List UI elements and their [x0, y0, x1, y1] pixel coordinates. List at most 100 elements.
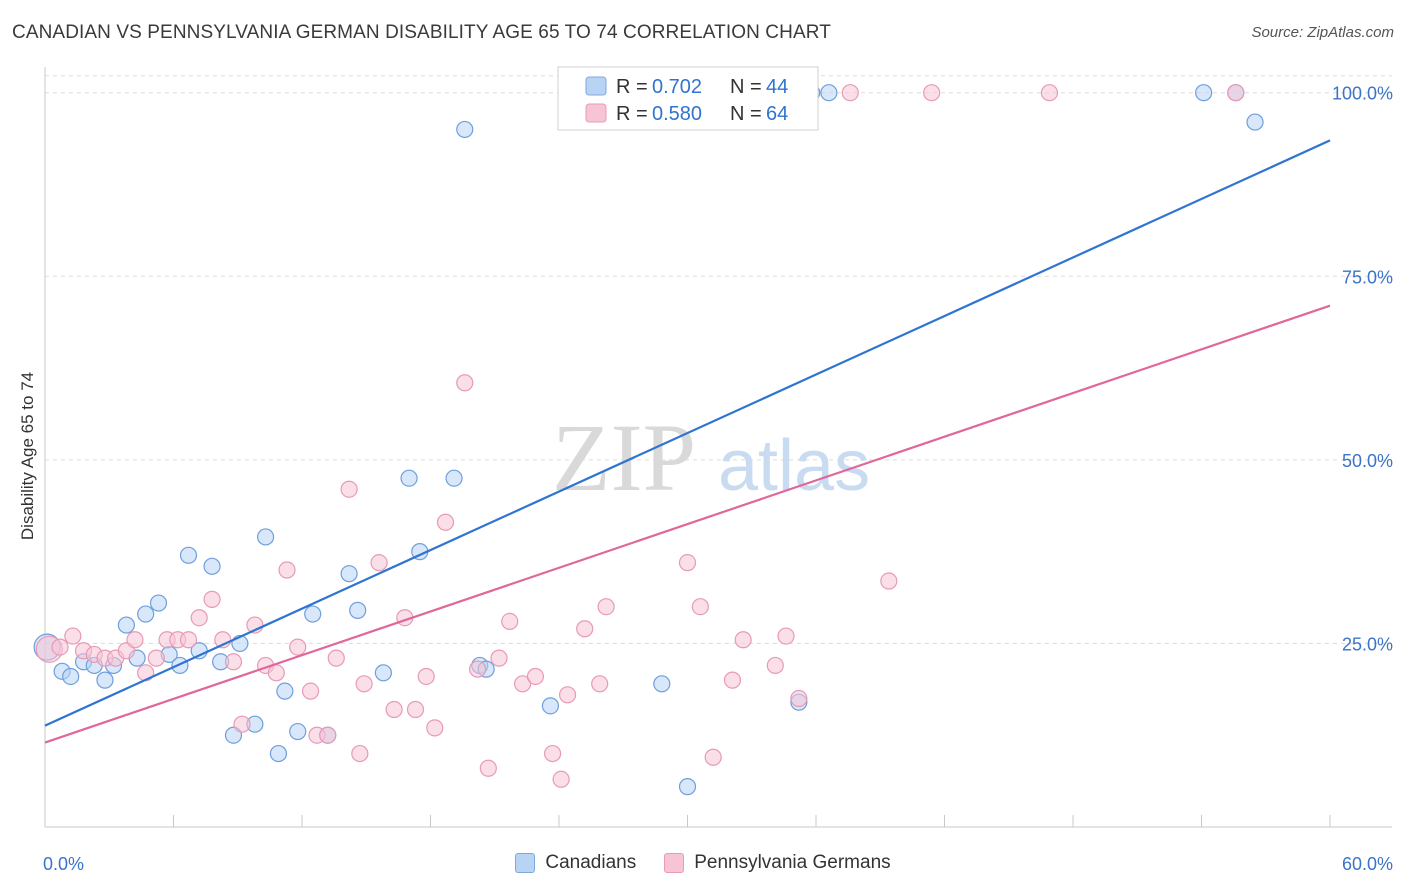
point-pennsylvania-germans — [301, 682, 320, 700]
point-canadians — [203, 557, 221, 575]
point-pennsylvania-germans — [723, 671, 742, 689]
x-tick-label-max: 60.0% — [1342, 854, 1393, 874]
point-pennsylvania-germans — [126, 631, 144, 649]
point-canadians — [149, 594, 168, 612]
point-pennsylvania-germans — [190, 609, 208, 627]
point-pennsylvania-germans — [351, 744, 369, 763]
point-pennsylvania-germans — [51, 638, 69, 656]
point-pennsylvania-germans — [513, 675, 532, 693]
bottom-legend-swatch-pennsylvania-germans — [664, 853, 685, 873]
point-pennsylvania-germans — [233, 715, 251, 733]
point-pennsylvania-germans — [526, 667, 545, 686]
point-canadians — [117, 616, 135, 634]
point-canadians — [269, 744, 288, 763]
point-pennsylvania-germans — [479, 759, 497, 777]
y-tick-label: 25.0% — [1342, 634, 1393, 654]
legend-r-label-pennsylvania-germans: R = — [616, 103, 648, 125]
point-pennsylvania-germans — [923, 84, 941, 102]
point-canadians — [400, 469, 418, 487]
legend-r-value-pennsylvania-germans: 0.580 — [652, 103, 702, 125]
point-canadians — [340, 565, 358, 583]
point-pennsylvania-germans — [734, 631, 752, 649]
legend-r-label-canadians: R = — [616, 76, 648, 98]
point-pennsylvania-germans — [469, 660, 487, 678]
point-pennsylvania-germans — [490, 649, 508, 667]
point-canadians — [179, 546, 198, 564]
point-pennsylvania-germans — [558, 686, 577, 704]
point-pennsylvania-germans — [691, 598, 709, 616]
point-pennsylvania-germans — [179, 631, 198, 649]
chart-title: CANADIAN VS PENNSYLVANIA GERMAN DISABILI… — [12, 22, 831, 43]
point-canadians — [96, 671, 114, 689]
point-pennsylvania-germans — [370, 554, 388, 572]
bottom-legend-swatch-canadians — [515, 853, 536, 873]
point-canadians — [62, 667, 80, 686]
legend-n-value-canadians: 44 — [766, 76, 788, 98]
point-pennsylvania-germans — [678, 554, 697, 572]
point-pennsylvania-germans — [704, 748, 722, 766]
x-tick-label-min: 0.0% — [43, 854, 84, 874]
point-pennsylvania-germans — [406, 700, 425, 719]
trend-line-pennsylvania-germans — [44, 304, 1331, 744]
point-canadians — [653, 675, 671, 693]
point-canadians — [456, 120, 474, 139]
trend-layer — [44, 139, 1331, 744]
point-canadians — [256, 528, 275, 546]
point-pennsylvania-germans — [543, 744, 562, 763]
point-pennsylvania-germans — [426, 719, 444, 737]
point-canadians — [1246, 113, 1264, 131]
point-pennsylvania-germans — [267, 664, 285, 682]
point-canadians — [820, 84, 838, 102]
point-pennsylvania-germans — [224, 653, 243, 671]
legend-n-value-pennsylvania-germans: 64 — [766, 103, 788, 125]
y-tick-label: 50.0% — [1342, 451, 1393, 471]
grid-layer — [45, 75, 1392, 644]
point-pennsylvania-germans — [456, 374, 474, 392]
watermark-zip: ZIP — [552, 404, 696, 511]
point-pennsylvania-germans — [203, 590, 221, 608]
point-pennsylvania-germans — [385, 700, 403, 719]
legend-swatch-pennsylvania-germans — [585, 103, 607, 123]
point-canadians — [445, 469, 463, 487]
point-pennsylvania-germans — [501, 612, 519, 630]
point-canadians — [276, 682, 294, 700]
point-canadians — [304, 605, 322, 623]
watermark: ZIP atlas — [552, 404, 870, 511]
point-pennsylvania-germans — [340, 480, 358, 498]
point-canadians — [374, 664, 392, 682]
point-canadians — [171, 656, 189, 675]
point-pennsylvania-germans — [327, 649, 345, 667]
point-pennsylvania-germans — [790, 689, 808, 708]
point-pennsylvania-germans — [64, 627, 82, 645]
bottom-legend-label-pennsylvania-germans: Pennsylvania Germans — [694, 852, 891, 873]
y-tick-label: 100.0% — [1332, 84, 1393, 104]
point-canadians — [289, 722, 307, 741]
legend-r-value-canadians: 0.702 — [652, 76, 702, 98]
legend-box: R = 0.702 N = 44 R = 0.580 N = 64 — [557, 66, 819, 131]
point-pennsylvania-germans — [1040, 84, 1059, 102]
legend-n-label-canadians: N = — [730, 76, 762, 98]
trend-line-canadians — [44, 139, 1331, 727]
point-pennsylvania-germans — [319, 726, 337, 744]
point-pennsylvania-germans — [576, 620, 594, 638]
point-canadians — [349, 601, 367, 619]
point-pennsylvania-germans — [841, 84, 859, 102]
point-pennsylvania-germans — [417, 667, 435, 686]
point-pennsylvania-germans — [591, 675, 609, 693]
point-canadians — [541, 697, 560, 715]
y-tick-label: 75.0% — [1342, 267, 1393, 287]
point-canadians — [678, 778, 697, 796]
bottom-legend-canadians: Canadians — [515, 852, 636, 874]
point-pennsylvania-germans — [597, 598, 615, 616]
point-pennsylvania-germans — [278, 561, 296, 579]
axis-layer: 25.0% 50.0% 75.0% 100.0% 0.0% 60.0% — [43, 67, 1393, 874]
point-pennsylvania-germans — [766, 656, 784, 675]
bottom-legend-pennsylvania-germans: Pennsylvania Germans — [664, 852, 891, 874]
point-pennsylvania-germans — [1227, 84, 1245, 102]
watermark-atlas: atlas — [718, 426, 870, 506]
bottom-legend: Canadians Pennsylvania Germans — [0, 852, 1406, 874]
point-pennsylvania-germans — [147, 649, 165, 667]
point-pennsylvania-germans — [552, 770, 570, 788]
bottom-legend-label-canadians: Canadians — [545, 852, 637, 873]
